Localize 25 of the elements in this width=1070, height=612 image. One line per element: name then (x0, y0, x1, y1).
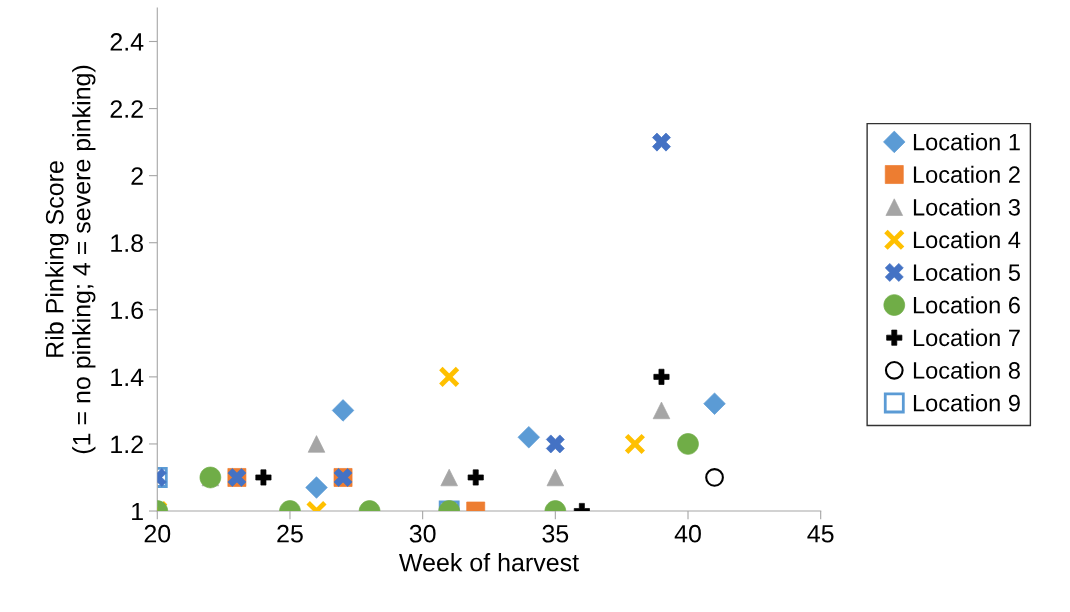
legend-label: Location 8 (913, 361, 1020, 379)
legend-label: Location 6 (913, 296, 1020, 314)
legend-label: Location 4 (913, 230, 1021, 249)
x-tick-label: 40 (674, 524, 701, 543)
y-tick-label: 2.4 (110, 33, 144, 51)
legend-label: Location 7 (913, 328, 1020, 347)
y-tick-label: 1 (132, 502, 143, 521)
legend-label: Location 1 (913, 133, 1020, 151)
y-tick-label: 2.2 (110, 100, 143, 118)
y-tick-label: 1.8 (111, 234, 144, 253)
y-tick-label: 2 (131, 167, 143, 185)
legend-label: Location 9 (913, 394, 1020, 412)
x-tick-label: 45 (807, 525, 834, 543)
x-tick-label: 30 (409, 524, 436, 543)
y-tick-label: 1.6 (111, 301, 143, 320)
legend-label: Location 5 (913, 263, 1020, 281)
legend-label: Location 3 (913, 198, 1020, 216)
y-axis-title: Rib Pinking Score (1 = no pinking; 4 = severe pinking) (45, 65, 96, 454)
x-tick-label: 25 (277, 524, 303, 543)
legend-label: Location 2 (913, 165, 1020, 184)
x-tick-label: 35 (542, 524, 569, 543)
x-axis-title: Week of harvest (399, 553, 579, 572)
y-tick-label: 1.2 (111, 435, 143, 453)
y-tick-label: 1.4 (111, 368, 144, 386)
x-tick-label: 20 (144, 524, 171, 543)
